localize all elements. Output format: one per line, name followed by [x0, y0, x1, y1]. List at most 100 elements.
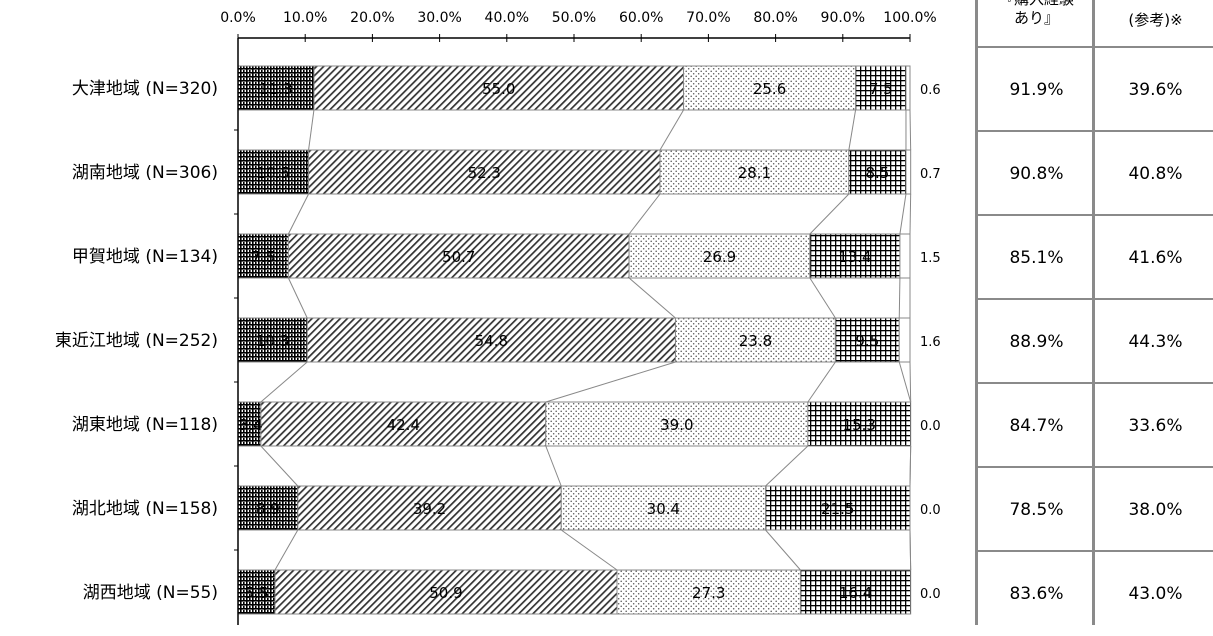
data-label: 7.5 [869, 80, 893, 98]
connector-line [898, 361, 912, 403]
reference-column: (参考)※ 39.6% 40.8% 41.6% 44.3% 33.6% 38.0… [1092, 0, 1213, 625]
segment-fifth-bar [898, 317, 911, 363]
connector-line [545, 361, 676, 403]
data-label: 21.5 [821, 500, 854, 518]
table-cell: 85.1% [978, 214, 1095, 300]
data-label: 3.4 [239, 416, 263, 434]
data-label: 27.3 [692, 584, 725, 602]
connector-line [765, 529, 801, 571]
data-label: 25.6 [753, 80, 786, 98]
category-label: 東近江地域 (N=252) [55, 331, 218, 351]
category-label: 甲賀地域 (N=134) [72, 247, 218, 267]
segment-fourth-bar [855, 65, 907, 111]
connector-line [909, 529, 912, 571]
connector-line [308, 109, 315, 151]
data-label: 55.0 [482, 80, 515, 98]
segment-first-bar [237, 569, 276, 615]
table-cell: 41.6% [1095, 214, 1213, 300]
segment-second-bar [260, 401, 547, 447]
connector-line [659, 109, 684, 151]
segment-fourth-bar [809, 233, 901, 279]
data-label: 9.5 [855, 332, 879, 350]
data-label: 10.5 [257, 164, 290, 182]
connector-line [560, 529, 618, 571]
segment-first-bar [237, 233, 289, 279]
table-cell: 33.6% [1095, 382, 1213, 468]
purchase-experience-table: 『購入経験 あり』 91.9% 90.8% 85.1% 88.9% 84.7% … [975, 0, 1213, 625]
header-line: 『購入経験 [978, 0, 1095, 9]
segment-third-bar [628, 233, 811, 279]
data-label: 54.8 [475, 332, 508, 350]
data-label: 42.4 [387, 416, 420, 434]
segment-second-bar [306, 317, 676, 363]
data-label: 28.1 [738, 164, 771, 182]
segment-second-bar [287, 233, 630, 279]
segment-second-bar [308, 149, 661, 195]
x-tick-label: 60.0% [619, 10, 663, 26]
segment-second-bar [274, 569, 618, 615]
data-label: 1.5 [920, 251, 941, 266]
connector-line [809, 193, 850, 235]
table-cell: 43.0% [1095, 550, 1213, 636]
x-tick-label: 40.0% [485, 10, 529, 26]
table-cell: 38.0% [1095, 466, 1213, 552]
data-label: 8.5 [865, 164, 889, 182]
data-label: 5.5 [245, 584, 269, 602]
connector-line [274, 529, 299, 571]
data-label: 39.2 [413, 500, 446, 518]
category-label: 湖北地域 (N=158) [72, 499, 218, 519]
segment-first-bar [237, 317, 308, 363]
segment-first-bar [237, 485, 299, 531]
x-tick-label: 10.0% [283, 10, 327, 26]
table-cell: 91.9% [978, 46, 1095, 132]
table-cell: 78.5% [978, 466, 1095, 552]
connector-line [628, 193, 661, 235]
segment-fifth-bar [899, 233, 911, 279]
connector-line [899, 193, 907, 235]
category-label: 大津地域 (N=320) [72, 79, 218, 99]
data-label: 11.3 [259, 80, 292, 98]
segment-fourth-bar [799, 569, 912, 615]
x-tick-label: 70.0% [686, 10, 730, 26]
data-label: 0.6 [920, 83, 941, 98]
connector-line [909, 445, 912, 487]
table-cell: 40.8% [1095, 130, 1213, 216]
data-label: 15.3 [843, 416, 876, 434]
connector-line [260, 445, 299, 487]
connector-line [909, 193, 912, 235]
header-line: あり』 [1013, 9, 1059, 27]
x-tick-label: 30.0% [417, 10, 461, 26]
table-cell: 39.6% [1095, 46, 1213, 132]
segment-second-bar [297, 485, 562, 531]
data-label: 52.3 [468, 164, 501, 182]
connector-line [628, 277, 676, 319]
x-tick-label: 0.0% [220, 10, 256, 26]
purchase-experience-column: 『購入経験 あり』 91.9% 90.8% 85.1% 88.9% 84.7% … [975, 0, 1095, 625]
table-cell: 44.3% [1095, 298, 1213, 384]
connector-line [287, 193, 310, 235]
segment-first-bar [237, 65, 315, 111]
data-label: 0.0 [920, 503, 941, 518]
data-label: 0.0 [920, 419, 941, 434]
table-cell: 90.8% [978, 130, 1095, 216]
connector-line [898, 277, 901, 319]
connector-line [909, 361, 912, 403]
data-label: 26.9 [703, 248, 736, 266]
data-label: 23.8 [739, 332, 772, 350]
data-label: 0.7 [920, 167, 941, 182]
connector-line [765, 445, 809, 487]
purchase-experience-header: 『購入経験 あり』 [978, 0, 1095, 32]
data-label: 13.4 [838, 248, 871, 266]
segment-fifth-bar [905, 65, 911, 111]
category-label: 湖西地域 (N=55) [83, 583, 218, 603]
reference-header: (参考)※ [1095, 0, 1213, 42]
data-label: 39.0 [660, 416, 693, 434]
x-tick-label: 100.0% [883, 10, 936, 26]
data-label: 50.9 [429, 584, 462, 602]
segment-third-bar [683, 65, 857, 111]
data-label: 10.3 [256, 332, 289, 350]
category-label: 湖南地域 (N=306) [72, 163, 218, 183]
table-cell: 84.7% [978, 382, 1095, 468]
x-tick-label: 90.0% [821, 10, 865, 26]
x-tick-label: 50.0% [552, 10, 596, 26]
